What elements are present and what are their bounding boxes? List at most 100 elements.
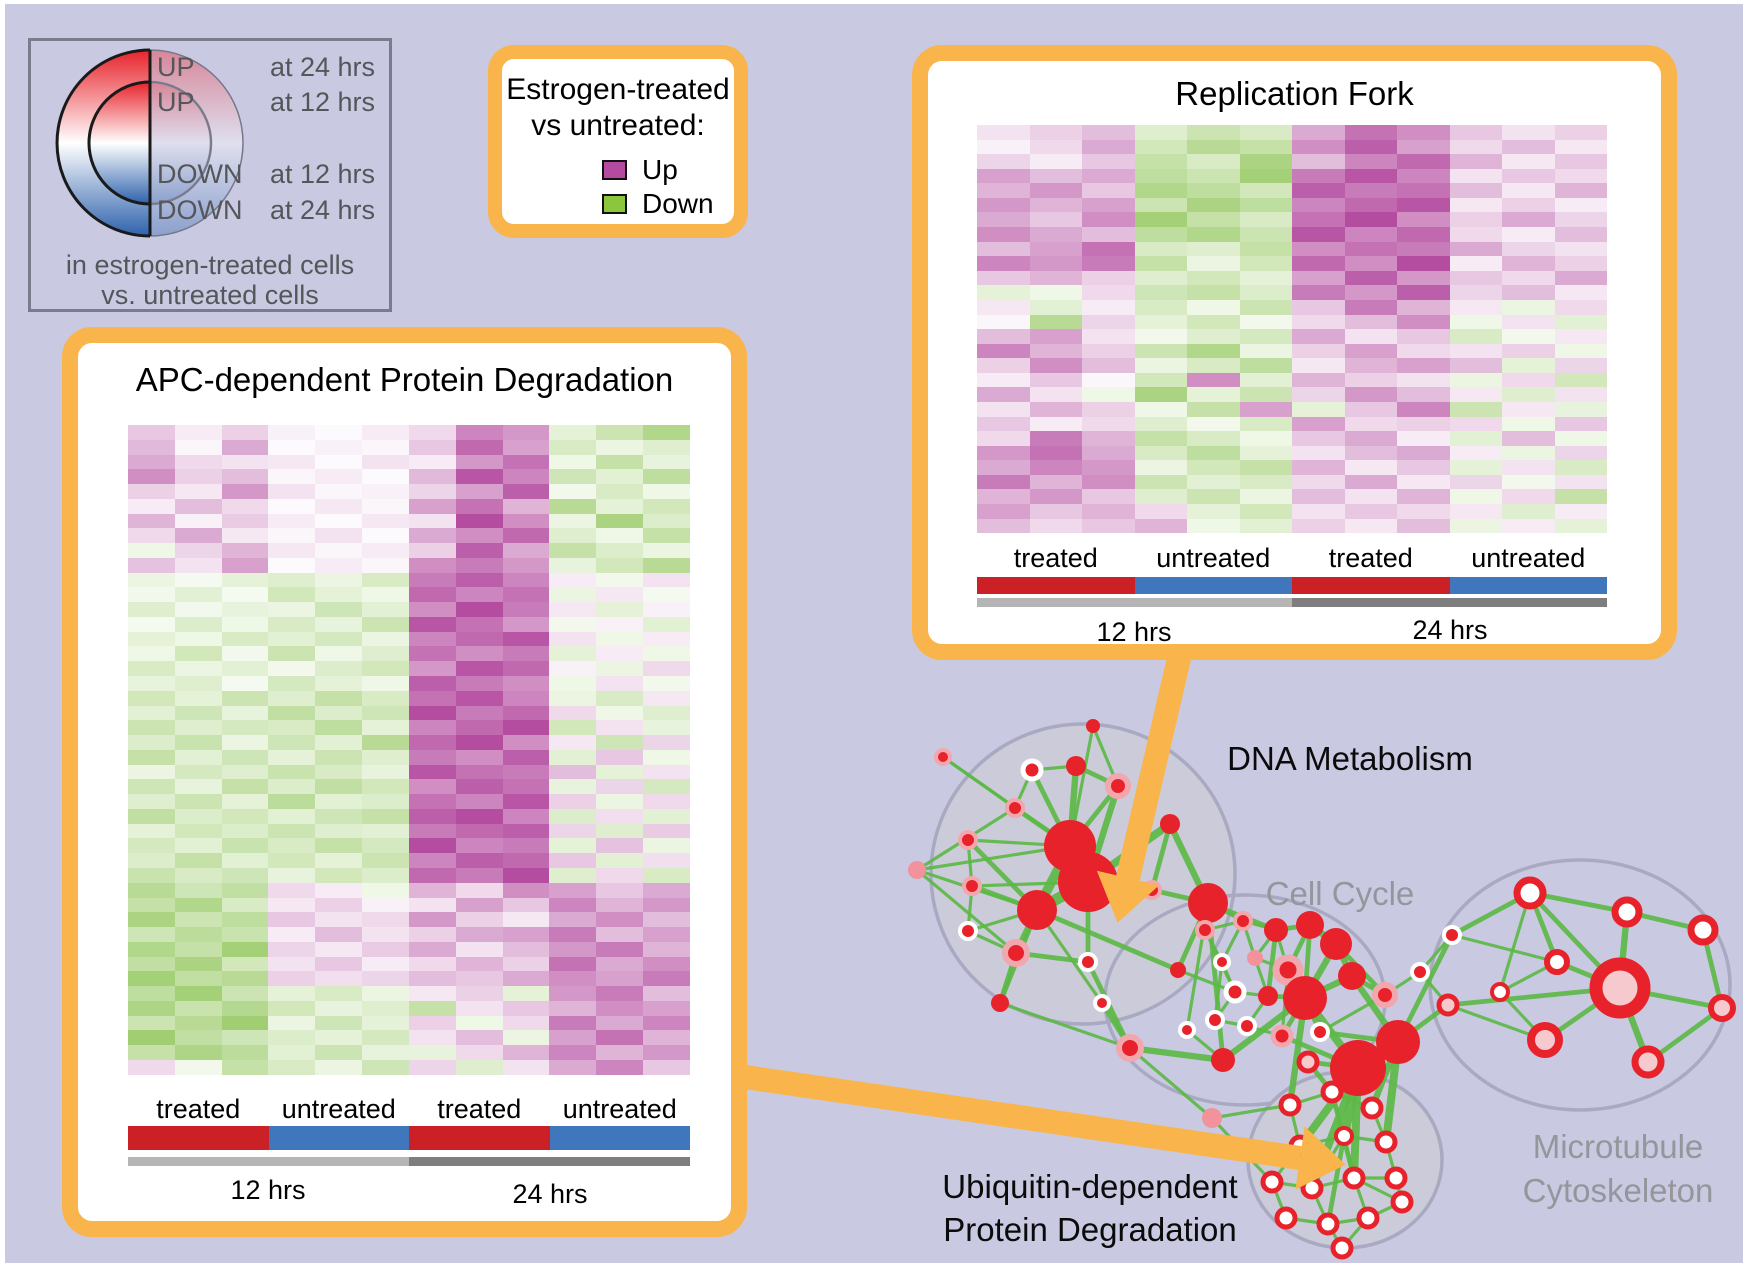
treated-bar-segment: [128, 1126, 269, 1150]
heatmap-cell: [643, 602, 690, 617]
heatmap-cell: [1134, 125, 1187, 140]
heatmap-cell: [1029, 372, 1082, 388]
heatmap-cell: [408, 1030, 456, 1046]
heatmap-cell: [221, 986, 269, 1001]
heatmap-cell: [362, 513, 409, 529]
gene-node-wr: [1223, 980, 1247, 1004]
gene-node-rw: [1611, 896, 1643, 928]
heatmap-cell: [1397, 358, 1450, 373]
heatmap-cell: [408, 794, 456, 809]
ring-legend-diagram: [55, 48, 244, 238]
heatmap-cell: [221, 439, 269, 455]
heatmap-cell: [455, 1015, 503, 1031]
heatmap-cell: [1292, 197, 1345, 213]
heatmap-cell: [408, 720, 456, 736]
heatmap-cell: [362, 1030, 409, 1046]
heatmap-cell: [1292, 518, 1345, 534]
heatmap-cell: [502, 439, 550, 455]
heatmap-cell: [221, 616, 269, 632]
heatmap-cell: [362, 661, 409, 677]
heatmap-cell: [1134, 154, 1187, 169]
heatmap-cell: [408, 897, 456, 913]
heatmap-cell: [502, 602, 550, 617]
heatmap-cell: [1502, 401, 1555, 417]
heatmap-row: [128, 794, 690, 809]
heatmap-cell: [596, 867, 644, 883]
heatmap-cell: [315, 867, 363, 883]
heatmap-cell: [221, 838, 269, 854]
heatmap-cell: [1502, 299, 1555, 315]
heatmap-cell: [268, 616, 316, 632]
heatmap-cell: [315, 735, 363, 750]
heatmap-cell: [643, 572, 690, 588]
heatmap-cell: [221, 749, 269, 765]
heatmap-cell: [596, 912, 644, 928]
heatmap-cell: [502, 823, 550, 839]
heatmap-row: [128, 602, 690, 617]
heatmap-cell: [1292, 212, 1345, 228]
heatmap-cell: [174, 676, 222, 691]
heatmap-cell: [268, 439, 316, 455]
heatmap-cell: [643, 557, 690, 573]
heatmap-cell: [1397, 139, 1450, 155]
heatmap-cell: [643, 794, 690, 809]
heatmap-cell: [1134, 241, 1187, 257]
heatmap-cell: [1344, 299, 1397, 315]
heatmap-cell: [502, 927, 550, 942]
heatmap-cell: [1397, 504, 1450, 519]
heatmap-cell: [1292, 154, 1345, 169]
heatmap-cell: [1187, 343, 1240, 359]
heatmap-cell: [455, 587, 503, 603]
heatmap-cell: [128, 971, 175, 987]
heatmap-cell: [221, 498, 269, 514]
heatmap-cell: [1239, 329, 1292, 344]
heatmap-cell: [455, 676, 503, 691]
heatmap-cell: [455, 572, 503, 588]
heatmap-cell: [549, 572, 597, 588]
heatmap-cell: [1029, 285, 1082, 300]
gene-node-rw: [1260, 1170, 1284, 1194]
heatmap-cell: [362, 867, 409, 883]
heatmap-cell: [174, 602, 222, 617]
legend-item: Up: [502, 153, 734, 187]
heatmap-cell: [221, 705, 269, 721]
heatmap-cell: [268, 661, 316, 677]
heatmap-cell: [1397, 256, 1450, 271]
heatmap-cell: [977, 489, 1030, 505]
heatmap-cell: [549, 764, 597, 780]
heatmap-cell: [221, 631, 269, 647]
heatmap-cell: [549, 631, 597, 647]
heatmap-cell: [455, 646, 503, 662]
heatmap-cell: [362, 764, 409, 780]
heatmap-cell: [1187, 474, 1240, 490]
heatmap-cell: [549, 1045, 597, 1060]
heatmap-cell: [1134, 460, 1187, 475]
heatmap-cell: [362, 941, 409, 957]
heatmap-cell: [502, 867, 550, 883]
heatmap-cell: [549, 779, 597, 795]
heatmap-row: [128, 587, 690, 603]
heatmap-cell: [174, 1000, 222, 1016]
heatmap-row: [977, 285, 1607, 300]
heatmap-cell: [268, 823, 316, 839]
heatmap-cell: [549, 439, 597, 455]
heatmap-cell: [1344, 372, 1397, 388]
heatmap-cell: [502, 838, 550, 854]
heatmap-cell: [408, 838, 456, 854]
heatmap-cell: [128, 853, 175, 868]
heatmap-cell: [1134, 387, 1187, 402]
heatmap-cell: [1502, 168, 1555, 184]
heatmap-cell: [1239, 197, 1292, 213]
heatmap-cell: [1239, 460, 1292, 475]
heatmap-cell: [268, 705, 316, 721]
heatmap-cell: [455, 912, 503, 928]
time-label: at 24 hrs: [269, 52, 375, 82]
heatmap-row: [128, 425, 690, 440]
heatmap-cell: [362, 823, 409, 839]
heatmap-row: [128, 867, 690, 883]
heatmap-cell: [1187, 401, 1240, 417]
heatmap-cell: [408, 543, 456, 558]
gene-node-wr: [1205, 1010, 1225, 1030]
heatmap-cell: [1134, 227, 1187, 242]
heatmap-cell: [1187, 168, 1240, 184]
